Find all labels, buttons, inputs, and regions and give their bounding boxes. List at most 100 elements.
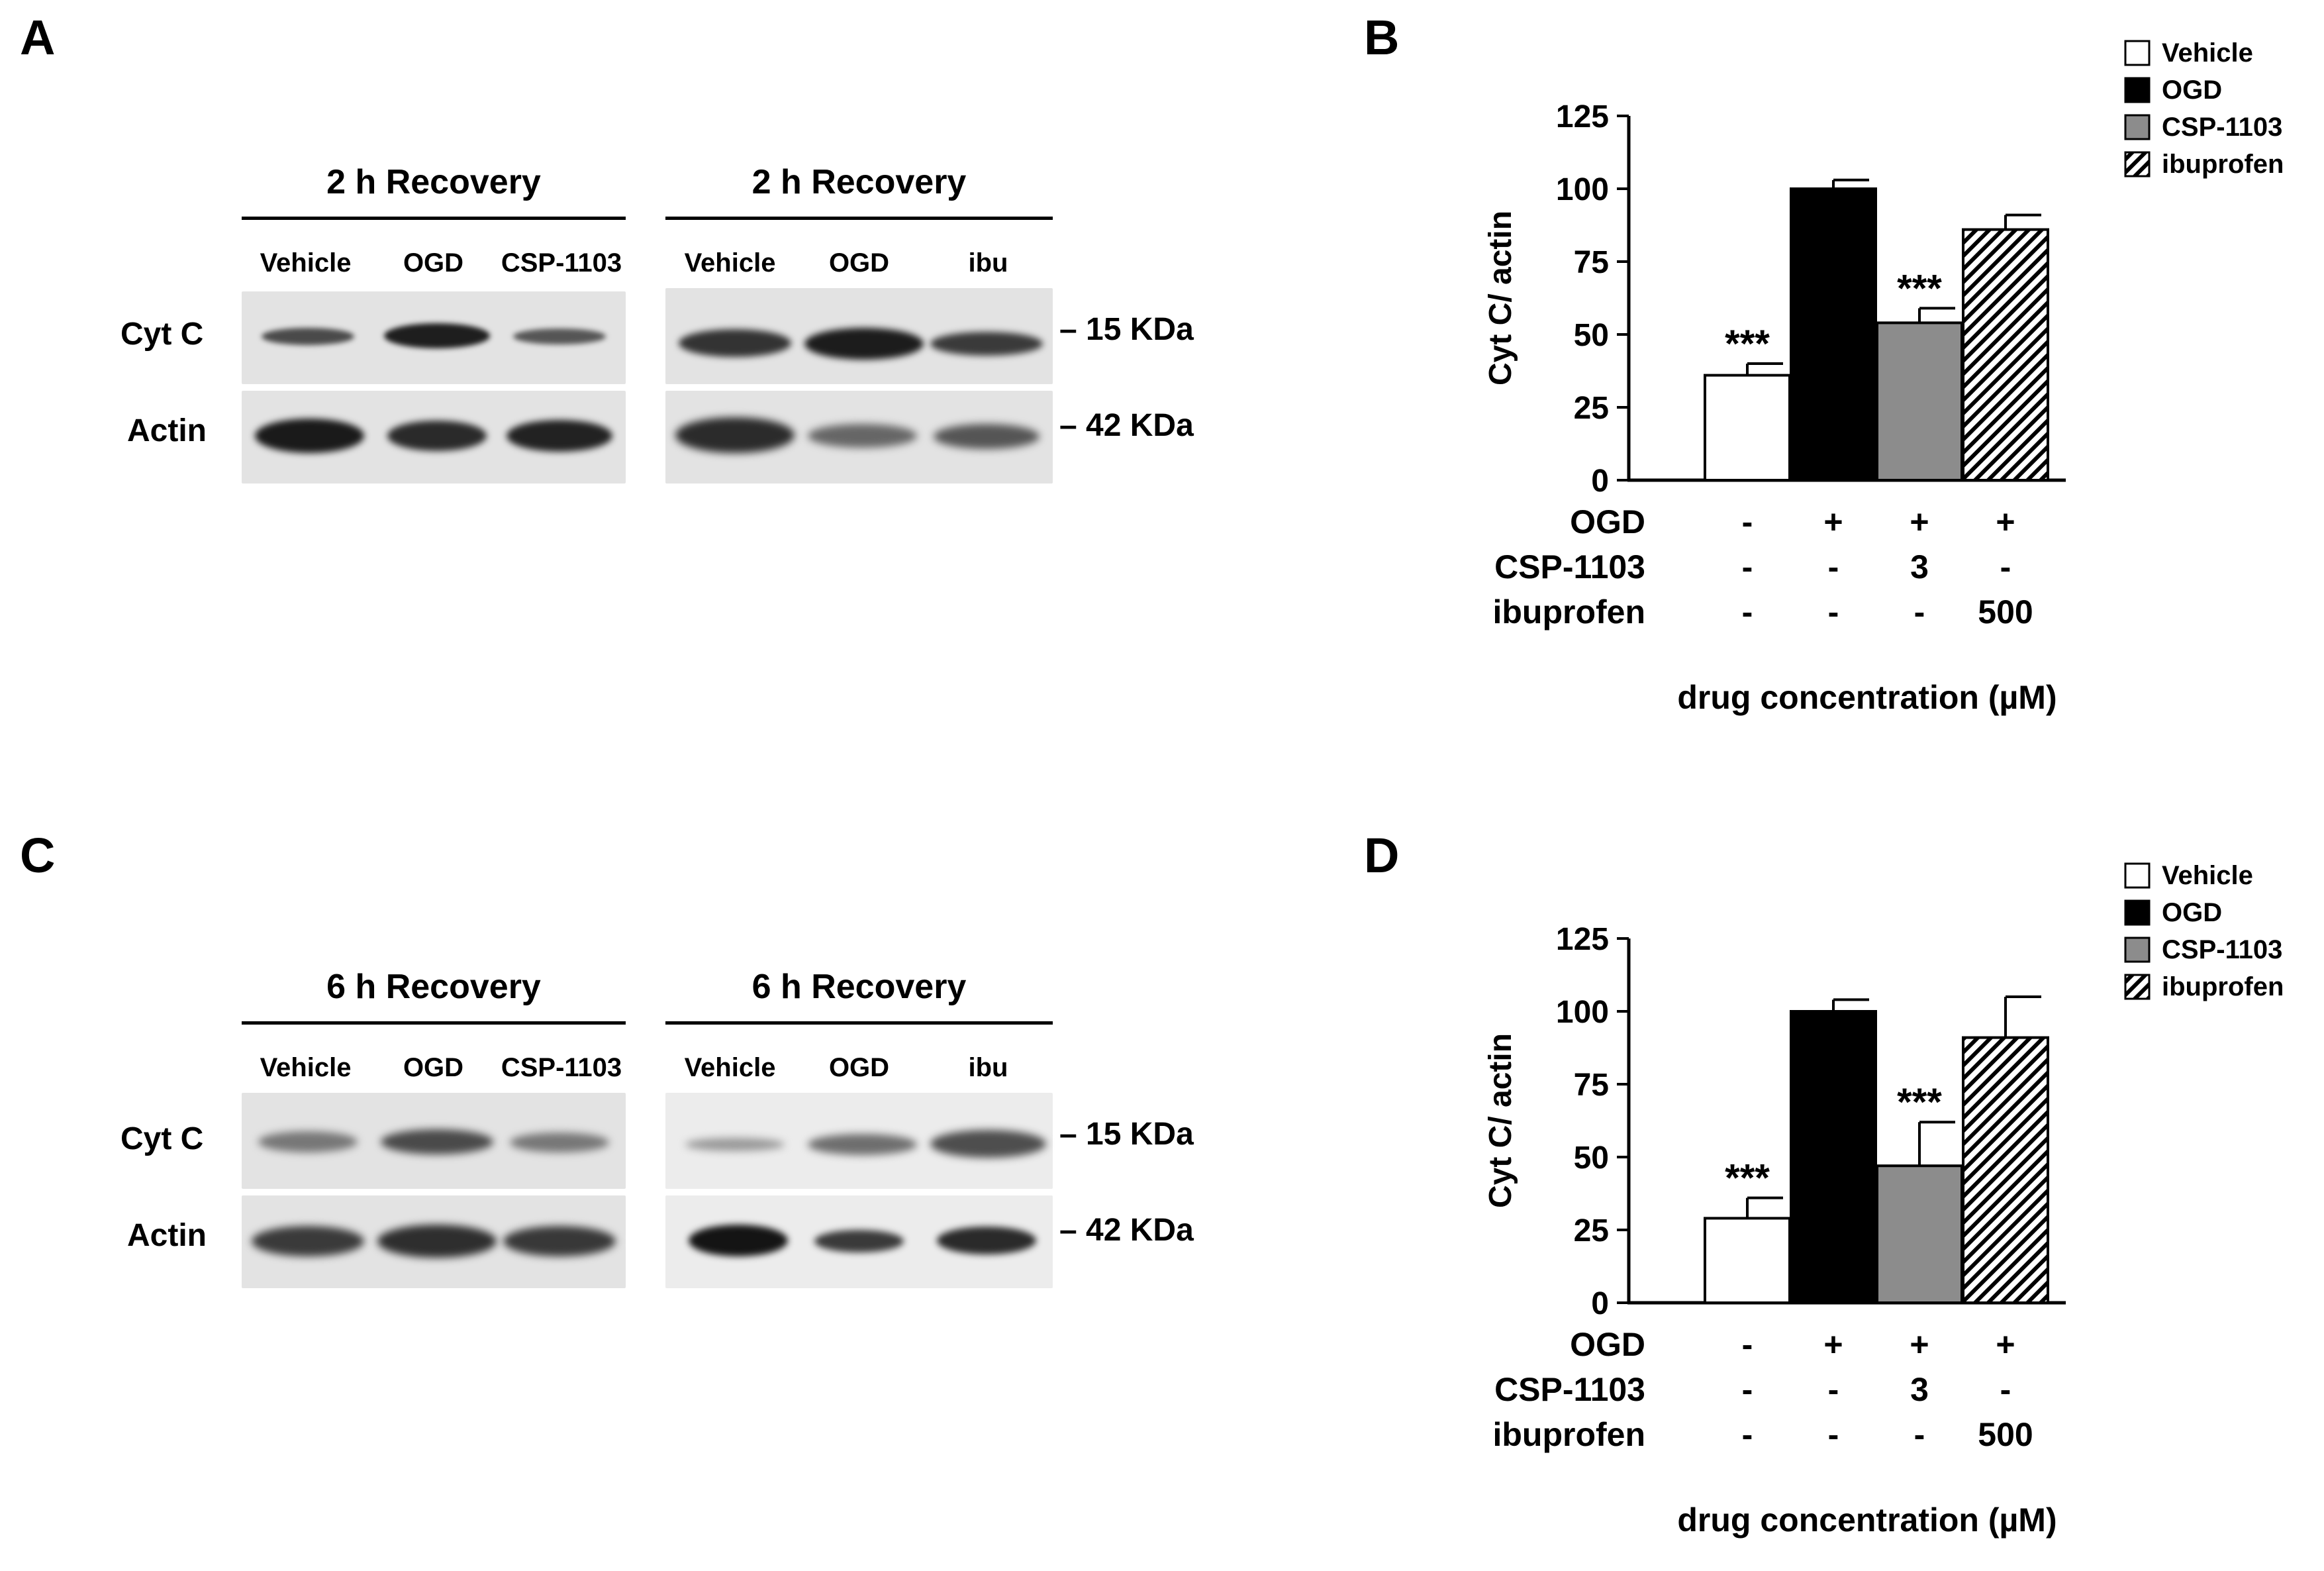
legend-label: ibuprofen [2162, 150, 2284, 179]
marker-15kda: – 15 KDa [1059, 1117, 1194, 1152]
legend-label: CSP-1103 [2162, 935, 2282, 964]
condition-value: 500 [1978, 593, 2033, 631]
recovery-header: 6 h Recovery [751, 968, 967, 1006]
header-line [242, 217, 626, 220]
condition-value: - [1914, 593, 1925, 631]
condition-value: + [1910, 503, 1929, 540]
blot-right-block: 6 h Recovery Vehicle OGD ibu [665, 967, 1053, 1298]
bar-csp-1103 [1876, 1164, 1963, 1305]
condition-label: OGD [1570, 503, 1645, 540]
band [510, 1133, 609, 1152]
band [930, 1130, 1046, 1158]
band [814, 1230, 904, 1252]
header-line [665, 1021, 1053, 1025]
cytc-blot-strip [242, 291, 626, 384]
band [808, 424, 917, 448]
actin-blot-strip [242, 391, 626, 483]
legend-swatch [2124, 151, 2151, 177]
condition-value: - [1914, 1416, 1925, 1453]
cytc-blot-strip [665, 1093, 1053, 1189]
condition-value: 500 [1978, 1416, 2033, 1453]
band [387, 421, 487, 451]
band [252, 1226, 364, 1256]
panel-letter-b: B [1364, 10, 1400, 65]
bar-chart-b: 0 25 50 75 100 125 Cyt C/ actin *** *** OGD - + + + CS… [1483, 38, 2284, 716]
band [384, 323, 490, 348]
band [685, 1138, 785, 1151]
condition-value: - [1742, 1326, 1753, 1363]
y-tick-label: 125 [1556, 922, 1609, 957]
condition-value: - [1828, 548, 1839, 585]
actin-blot-strip [665, 391, 1053, 483]
condition-label: ibuprofen [1492, 1416, 1645, 1453]
band [381, 1129, 493, 1154]
condition-value: - [1828, 1416, 1839, 1453]
y-axis-label: Cyt C/ actin [1483, 211, 1518, 385]
marker-42kda: – 42 KDa [1059, 1213, 1194, 1248]
band [503, 1226, 616, 1256]
band [937, 1227, 1036, 1254]
band [507, 420, 612, 452]
x-axis-label: drug concentration (µM) [1677, 1501, 2057, 1539]
band [377, 1225, 497, 1258]
legend-swatch [2124, 40, 2151, 66]
row-label-cytc: Cyt C [121, 1121, 204, 1156]
bar-csp-1103 [1876, 321, 1963, 481]
y-tick-label: 100 [1556, 172, 1609, 207]
band [679, 329, 791, 357]
row-label-actin: Actin [127, 1218, 207, 1253]
condition-value: + [1996, 1326, 2015, 1363]
bar-chart-d: 0 25 50 75 100 125 Cyt C/ actin *** *** OGD - + + + CS… [1483, 861, 2284, 1539]
row-label-cytc: Cyt C [121, 317, 204, 352]
legend-label: OGD [2162, 76, 2222, 105]
cytc-blot-strip [665, 288, 1053, 384]
panel-letter-c: C [20, 828, 56, 883]
condition-value: - [1742, 1371, 1753, 1408]
lane-label-ogd: OGD [403, 248, 464, 278]
y-axis-label: Cyt C/ actin [1483, 1033, 1518, 1208]
band [675, 417, 795, 453]
lane-label-vehicle: Vehicle [260, 1053, 352, 1082]
recovery-header: 2 h Recovery [326, 163, 541, 201]
condition-label: ibuprofen [1492, 593, 1645, 631]
significance-mark: *** [1725, 1157, 1770, 1200]
condition-value: - [1742, 593, 1753, 631]
band [262, 328, 354, 345]
y-tick-label: 75 [1574, 245, 1609, 280]
header-line [242, 1021, 626, 1025]
lane-label-ogd: OGD [403, 1053, 464, 1082]
blot-right-block: 2 h Recovery Vehicle OGD ibu [665, 162, 1053, 493]
band [689, 1225, 788, 1256]
y-tick-label: 125 [1556, 99, 1609, 134]
lane-label-vehicle: Vehicle [260, 248, 352, 278]
condition-value: - [1742, 503, 1753, 540]
condition-value: - [2000, 548, 2011, 585]
lane-label-ogd: OGD [828, 248, 890, 278]
lane-label-ogd: OGD [828, 1053, 890, 1082]
significance-mark: *** [1897, 1081, 1942, 1124]
marker-42kda: – 42 KDa [1059, 408, 1194, 443]
band [930, 332, 1043, 356]
legend-swatch [2124, 974, 2151, 1000]
condition-value: + [1910, 1326, 1929, 1363]
panel-letter-d: D [1364, 828, 1400, 883]
band [255, 419, 364, 453]
bar-ogd [1790, 1010, 1877, 1304]
condition-value: 3 [1910, 548, 1929, 585]
actin-blot-strip [242, 1195, 626, 1288]
header-line [665, 217, 1053, 220]
legend-label: OGD [2162, 898, 2222, 927]
significance-mark: *** [1725, 323, 1770, 366]
actin-blot-strip [665, 1195, 1053, 1288]
bar-ibuprofen [1962, 1036, 2049, 1304]
legend-label: Vehicle [2162, 38, 2253, 68]
blot-panel-a: Cyt C Actin 2 h Recovery Vehicle OGD CSP… [113, 162, 1194, 666]
y-tick-label: 50 [1574, 1140, 1609, 1176]
lane-label-ibu: ibu [968, 1053, 1008, 1082]
bar-vehicle [1704, 374, 1791, 481]
row-label-actin: Actin [127, 413, 207, 448]
lane-label-csp: CSP-1103 [501, 1053, 622, 1082]
legend-label: Vehicle [2162, 861, 2253, 890]
condition-value: - [1828, 593, 1839, 631]
condition-value: - [2000, 1371, 2011, 1408]
